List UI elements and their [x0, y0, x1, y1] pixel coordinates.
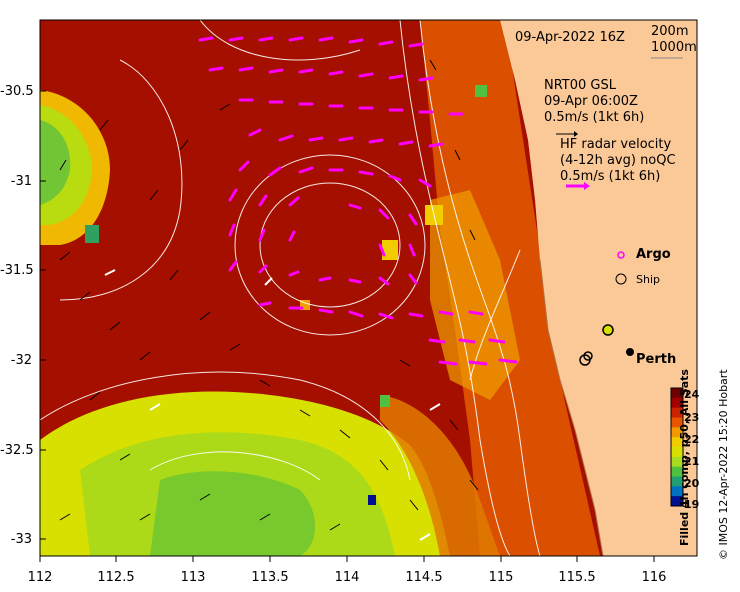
gsl-legend-line3: 0.5m/s (1kt 6h) [544, 110, 645, 125]
x-tick-label: 115.5 [558, 570, 596, 585]
gsl-legend-line2: 09-Apr 06:00Z [544, 94, 638, 109]
colorbar-swatch [671, 388, 683, 399]
colorbar-swatch [671, 486, 683, 497]
argo-legend-label: Argo [636, 247, 671, 262]
sst-colorbar [671, 388, 683, 507]
x-tick-label: 116 [641, 570, 667, 585]
y-tick-label: -33 [10, 532, 32, 547]
map-frame [39, 19, 698, 557]
gsl-vectors [59, 59, 479, 531]
x-tick-label: 113.5 [251, 570, 289, 585]
scale-1000m-label: 1000m [651, 40, 697, 55]
colorbar-swatch [671, 417, 683, 428]
colorbar-swatch [671, 496, 683, 507]
x-tick-label: 114 [334, 570, 360, 585]
coastal-warm-band [420, 20, 600, 556]
colorbar-tick: 19 [684, 498, 700, 511]
x-tick-label: 115 [488, 570, 514, 585]
ship-marker [602, 324, 614, 336]
y-tick-label: -31.5 [0, 263, 34, 278]
credit-label: © IMOS 12-Apr-2022 15:20 Hobart [717, 369, 730, 560]
ship-legend-icon [615, 273, 627, 285]
x-tick-label: 114.5 [405, 570, 443, 585]
x-tick-label: 112.5 [97, 570, 135, 585]
colorbar-swatch [671, 427, 683, 438]
gsl-legend-line1: NRT00 GSL [544, 78, 616, 93]
colorbar-tick: 21 [684, 455, 700, 468]
colorbar-swatch [671, 437, 683, 448]
y-tick-label: -32 [10, 353, 32, 368]
colorbar-tick: 22 [684, 433, 700, 446]
argo-legend-icon [617, 251, 625, 259]
colorbar-swatch [671, 456, 683, 468]
land-western-australia [500, 20, 697, 556]
x-tick-label: 112 [27, 570, 53, 585]
y-tick-label: -31 [10, 174, 32, 189]
y-tick-label: -32.5 [0, 443, 34, 458]
colorbar-swatch [671, 407, 683, 418]
colorbar-swatch [671, 476, 683, 487]
scale-200m-label: 200m [651, 24, 689, 39]
hf-legend-line2: (4-12h avg) noQC [560, 153, 676, 168]
hf-legend-line1: HF radar velocity [560, 137, 672, 152]
colorbar-swatch [671, 466, 683, 477]
hf-legend-line3: 0.5m/s (1kt 6h) [560, 169, 661, 184]
x-tick-label: 113 [180, 570, 206, 585]
colorbar-tick: 20 [684, 477, 700, 490]
date-time-label: 09-Apr-2022 16Z [515, 30, 625, 45]
colorbar-swatch [671, 447, 683, 458]
colorbar-tick: 23 [684, 411, 700, 424]
perth-marker [626, 348, 634, 356]
colorbar-tick: 24 [684, 388, 700, 401]
ship-legend-label: Ship [636, 273, 660, 286]
colorbar-title: Filled 4h comp, p50, All Sats [678, 369, 691, 546]
hf-radar-vectors [198, 36, 518, 366]
perth-label: Perth [636, 352, 677, 367]
colorbar-swatch [671, 397, 683, 409]
y-tick-label: -30.5 [0, 84, 34, 99]
